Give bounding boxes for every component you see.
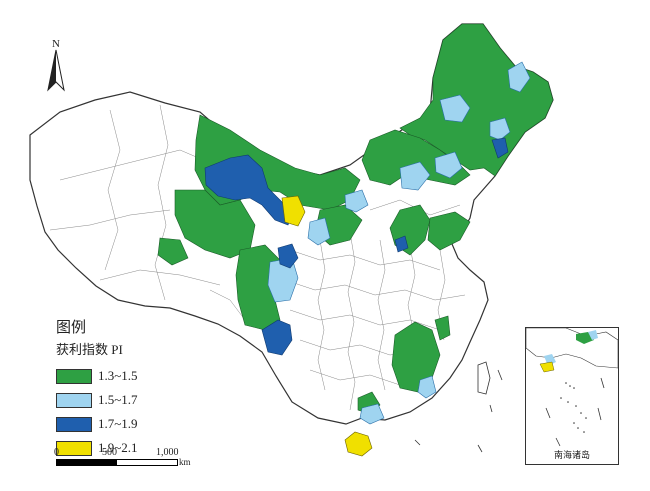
legend-swatch bbox=[56, 392, 92, 408]
scale-bar: 0 500 1,000 km bbox=[54, 447, 206, 471]
inset-label: 南海诸岛 bbox=[553, 450, 590, 460]
pi-1.5-1.7-regions bbox=[267, 61, 531, 425]
legend-swatch bbox=[56, 368, 92, 384]
scale-bar-graphic bbox=[56, 459, 178, 466]
legend-label: 1.3~1.5 bbox=[98, 368, 138, 383]
pi-1.3-1.5-regions bbox=[157, 23, 554, 415]
legend-label: 1.5~1.7 bbox=[98, 392, 138, 407]
legend-label: 1.9~2.1 bbox=[98, 440, 138, 455]
scale-tick-500: 500 bbox=[102, 447, 117, 458]
scale-labels: 0 500 1,000 bbox=[54, 447, 206, 459]
legend-item: 1.5~1.7 bbox=[56, 388, 138, 412]
coast-dashes bbox=[414, 369, 503, 453]
scale-unit: km bbox=[179, 457, 191, 467]
legend-label: 1.7~1.9 bbox=[98, 416, 138, 431]
south-china-sea-inset: 南海诸岛 bbox=[525, 327, 619, 465]
scale-tick-1000: 1,000 bbox=[156, 447, 179, 458]
north-arrow-icon bbox=[47, 49, 65, 92]
legend-item: 1.3~1.5 bbox=[56, 364, 138, 388]
north-label: N bbox=[52, 38, 60, 50]
scale-tick-0: 0 bbox=[54, 447, 59, 458]
legend-swatch bbox=[56, 416, 92, 432]
legend-swatch bbox=[56, 440, 92, 456]
legend-title: 图例 bbox=[56, 320, 87, 336]
inset-map bbox=[526, 328, 618, 447]
legend-subtitle: 获利指数 PI bbox=[56, 342, 123, 357]
legend: 图例 获利指数 PI 1.3~1.5 1.5~1.7 1.7~1.9 1.9~2… bbox=[56, 316, 138, 460]
legend-item: 1.9~2.1 bbox=[56, 436, 138, 460]
pi-1.9-2.1-regions bbox=[281, 195, 373, 457]
legend-item: 1.7~1.9 bbox=[56, 412, 138, 436]
taiwan-island bbox=[477, 361, 491, 395]
pi-1.7-1.9-regions bbox=[204, 137, 509, 356]
north-arrow: N bbox=[44, 38, 68, 94]
